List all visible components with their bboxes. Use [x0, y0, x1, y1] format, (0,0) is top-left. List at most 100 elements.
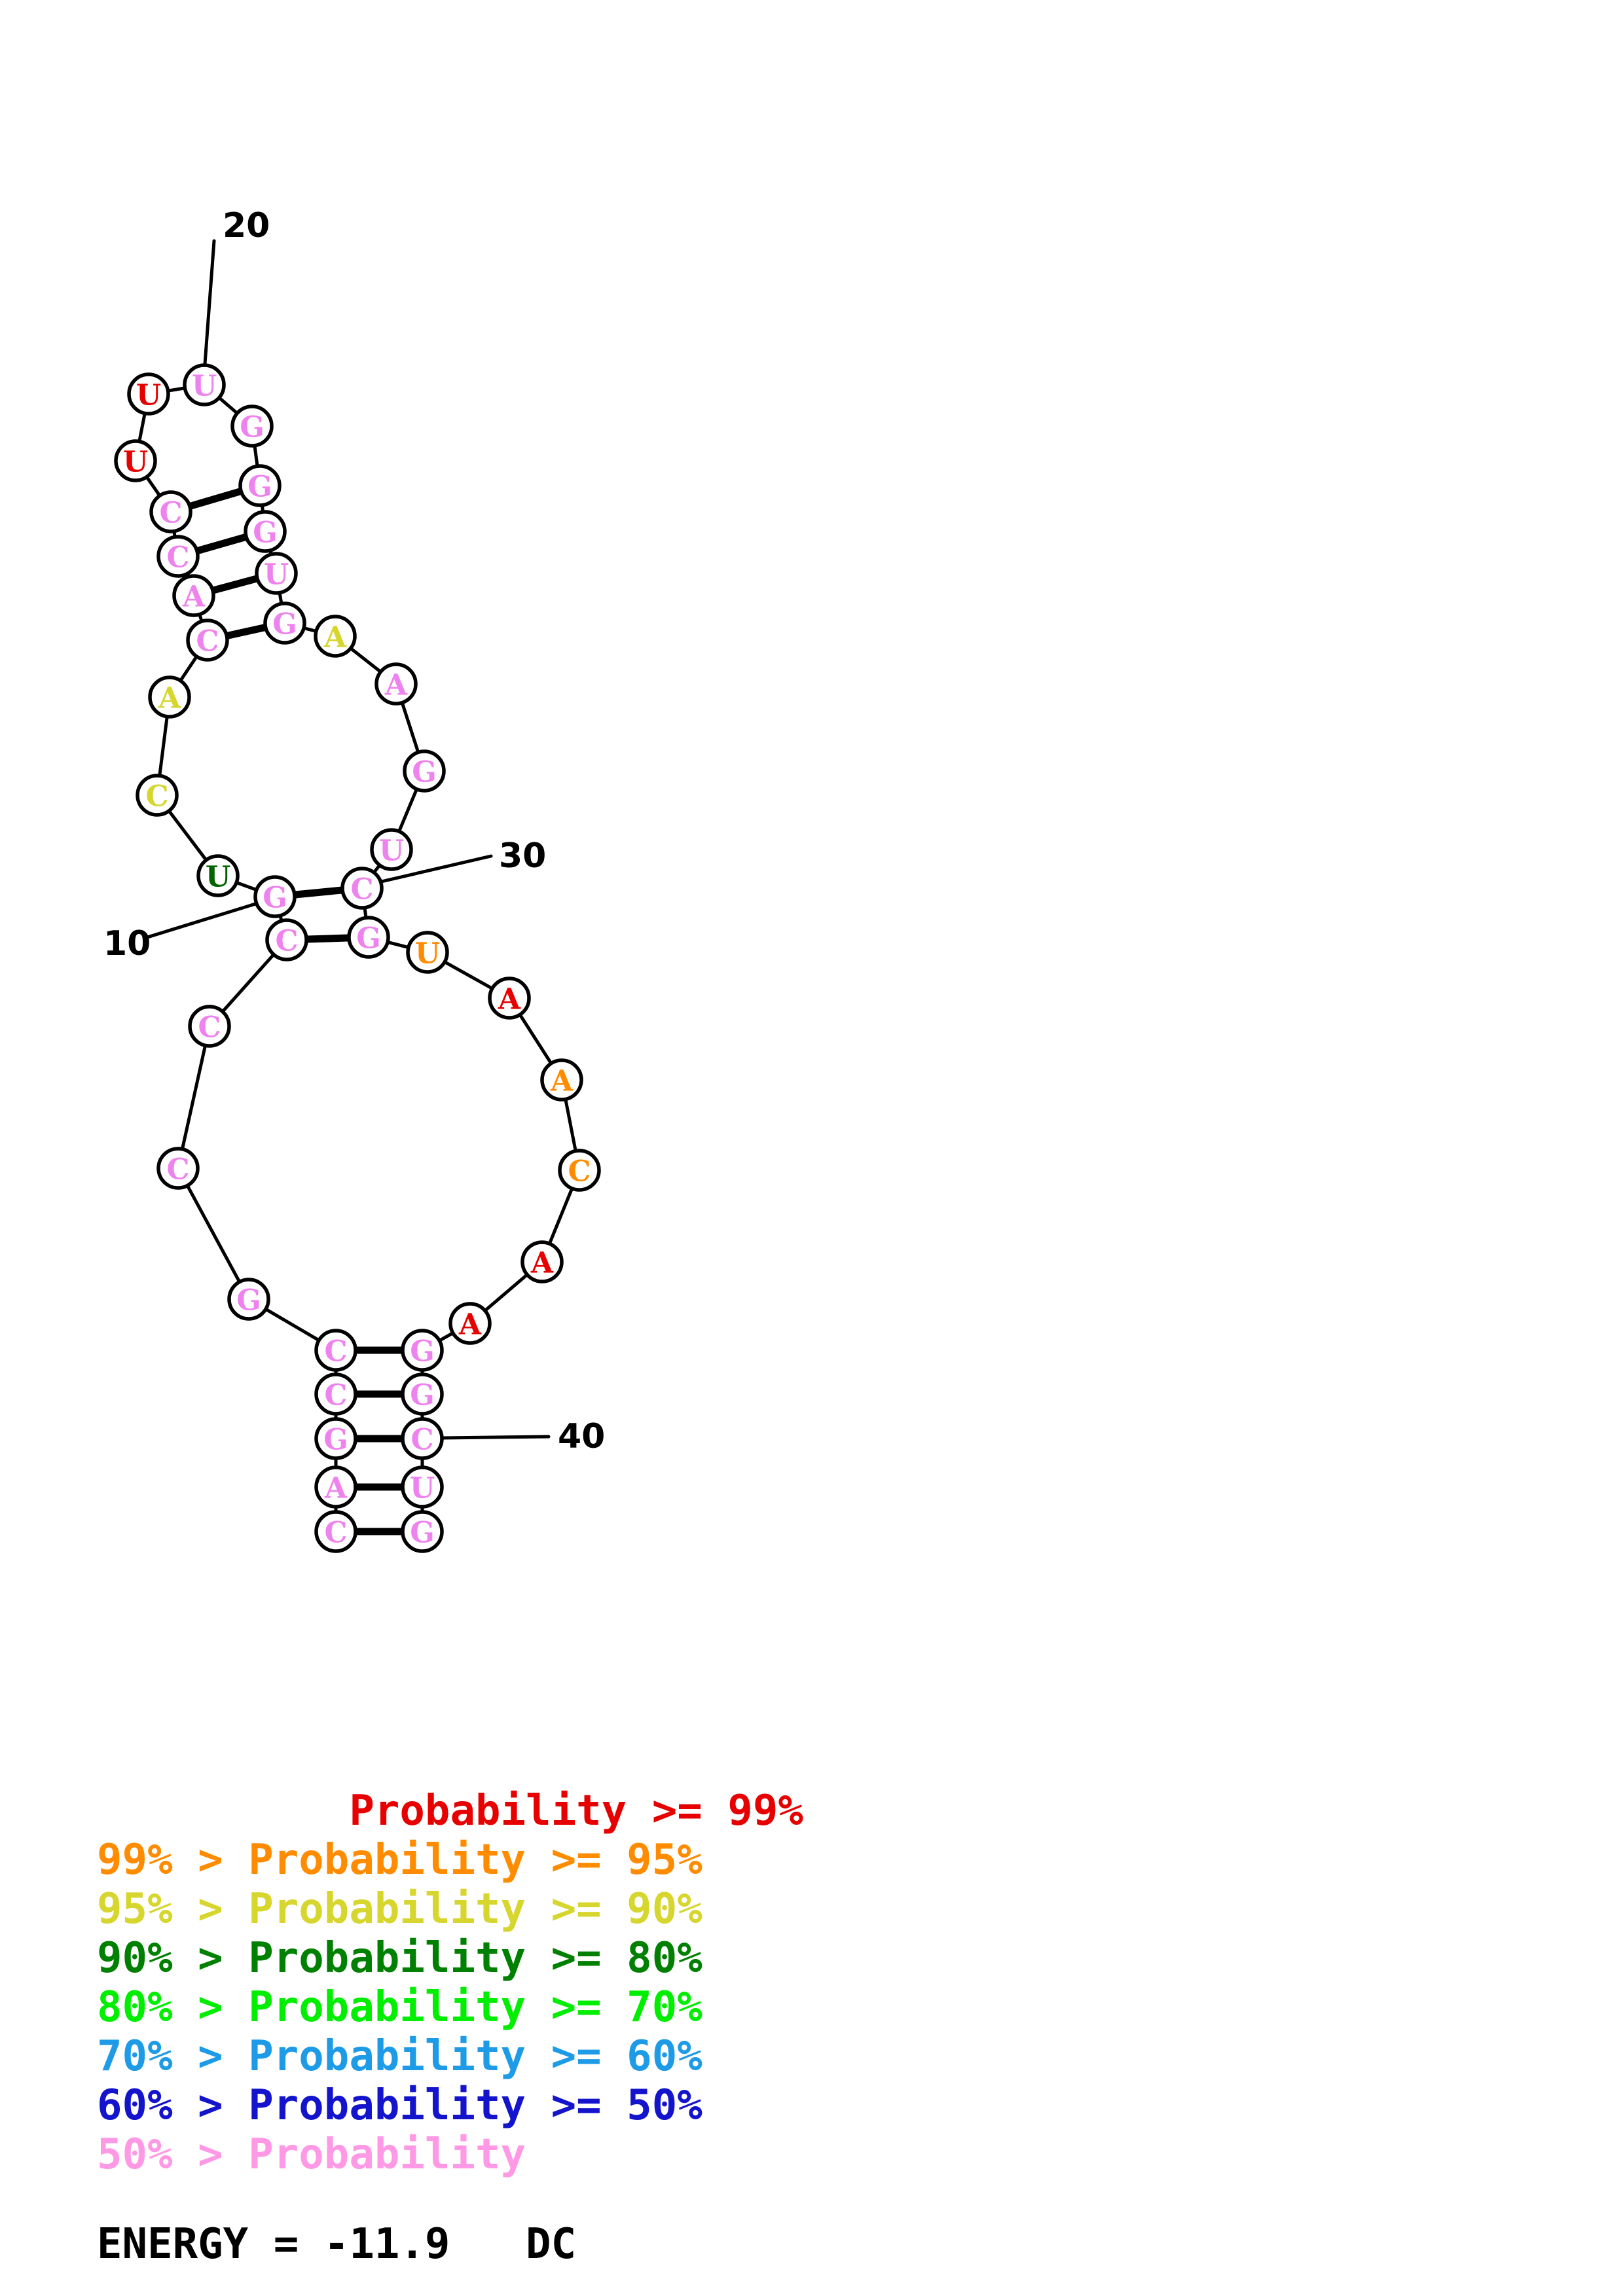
base-circle — [265, 918, 308, 961]
base-letter: U — [192, 370, 217, 403]
base-node-C[interactable]: C — [340, 867, 384, 910]
base-letter: C — [410, 1424, 433, 1457]
base-circle — [183, 363, 226, 406]
base-node-U[interactable]: U — [196, 854, 240, 897]
base-letter: A — [384, 669, 408, 702]
base-node-A[interactable]: A — [488, 977, 531, 1020]
label-20-leader — [203, 239, 216, 366]
base-node-A[interactable]: A — [172, 574, 215, 617]
base-node-A[interactable]: A — [314, 615, 357, 658]
base-pair-bond — [210, 574, 260, 595]
base-node-C[interactable]: C — [314, 1510, 357, 1553]
base-circle — [488, 977, 531, 1020]
base-circle — [244, 510, 287, 553]
base-node-C[interactable]: C — [156, 1147, 200, 1190]
base-letter: C — [324, 1516, 347, 1550]
base-circle — [401, 1372, 444, 1416]
base-node-C[interactable]: C — [186, 619, 229, 662]
backbone-segment — [167, 809, 208, 862]
base-letter: U — [206, 861, 230, 894]
backbone-segment — [253, 444, 259, 468]
base-node-G[interactable]: G — [401, 1510, 444, 1553]
base-node-U[interactable]: U — [255, 552, 298, 595]
base-node-C[interactable]: C — [558, 1149, 601, 1192]
backbone-segment — [137, 411, 147, 444]
base-circle — [448, 1302, 492, 1345]
backbone-segment — [437, 1331, 455, 1342]
base-node-A[interactable]: A — [448, 1302, 492, 1345]
base-node-C[interactable]: C — [188, 1005, 231, 1048]
base-node-G[interactable]: G — [263, 601, 306, 645]
base-circle — [401, 1417, 444, 1460]
base-node-G[interactable]: G — [314, 1417, 357, 1460]
base-node-C[interactable]: C — [314, 1372, 357, 1416]
label-20: 20 — [223, 206, 270, 245]
base-letter: G — [410, 1379, 435, 1412]
base-circle — [314, 1510, 357, 1553]
base-letter: U — [136, 379, 161, 412]
base-node-C[interactable]: C — [401, 1417, 444, 1460]
base-letter: A — [158, 682, 181, 715]
backbone-segment — [234, 880, 259, 892]
base-node-A[interactable]: A — [374, 662, 418, 706]
base-pair-bond — [225, 623, 268, 640]
base-node-U[interactable]: U — [406, 931, 449, 974]
base-circle — [403, 749, 446, 793]
base-circle — [314, 1417, 357, 1460]
legend-row-99: Probability >= 99% — [97, 1787, 803, 1835]
backbone-segment — [145, 475, 162, 497]
backbone-segment — [264, 1307, 321, 1342]
probability-legend: Probability >= 99% 99% > Probability >= … — [0, 1787, 1623, 2269]
base-node-U[interactable]: U — [183, 363, 226, 406]
base-circle — [227, 1278, 270, 1321]
legend-row-70-80: 80% > Probability >= 70% — [97, 1983, 702, 2032]
base-letter: G — [247, 471, 272, 504]
base-letter: G — [356, 922, 381, 956]
base-node-G[interactable]: G — [227, 1278, 270, 1321]
base-letter: C — [166, 1153, 189, 1187]
base-node-C[interactable]: C — [265, 918, 308, 961]
base-node-G[interactable]: G — [401, 1372, 444, 1416]
base-node-U[interactable]: U — [114, 439, 157, 482]
base-node-U[interactable]: U — [370, 828, 413, 871]
base-node-G[interactable]: G — [347, 916, 390, 959]
backbone-segment — [386, 940, 410, 950]
base-circle — [238, 464, 282, 507]
base-node-G[interactable]: G — [244, 510, 287, 553]
base-node-C[interactable]: C — [314, 1329, 357, 1372]
label-30: 30 — [499, 836, 546, 876]
base-pair-bond — [293, 886, 344, 899]
base-circle — [314, 1329, 357, 1372]
label-30-leader — [376, 854, 493, 884]
base-letter: U — [264, 558, 289, 592]
base-node-G[interactable]: G — [401, 1329, 444, 1372]
base-node-G[interactable]: G — [230, 404, 274, 448]
base-node-G[interactable]: G — [238, 464, 282, 507]
base-node-G[interactable]: G — [253, 875, 297, 918]
base-node-A[interactable]: A — [540, 1058, 583, 1102]
base-circle — [347, 916, 390, 959]
base-node-U[interactable]: U — [127, 372, 170, 416]
base-node-A[interactable]: A — [148, 675, 191, 719]
base-node-C[interactable]: C — [156, 535, 200, 578]
base-node-U[interactable]: U — [401, 1465, 444, 1509]
base-node-C[interactable]: C — [136, 774, 179, 817]
energy-readout: ENERGY = -11.9 DC — [97, 2220, 577, 2269]
base-circle — [230, 404, 274, 448]
backbone-segment — [564, 1097, 577, 1153]
base-circle — [263, 601, 306, 645]
backbone-segment — [179, 655, 198, 683]
base-circle — [401, 1465, 444, 1509]
label-40-leader — [440, 1435, 551, 1440]
base-letter: U — [415, 937, 440, 971]
base-node-A[interactable]: A — [520, 1240, 564, 1283]
base-letter: C — [159, 497, 182, 530]
base-letter: C — [568, 1155, 591, 1189]
base-circle — [149, 490, 192, 533]
base-letter: C — [145, 780, 168, 814]
base-node-A[interactable]: A — [314, 1465, 357, 1509]
base-node-G[interactable]: G — [403, 749, 446, 793]
base-node-C[interactable]: C — [149, 490, 192, 533]
base-letter: C — [196, 625, 219, 658]
